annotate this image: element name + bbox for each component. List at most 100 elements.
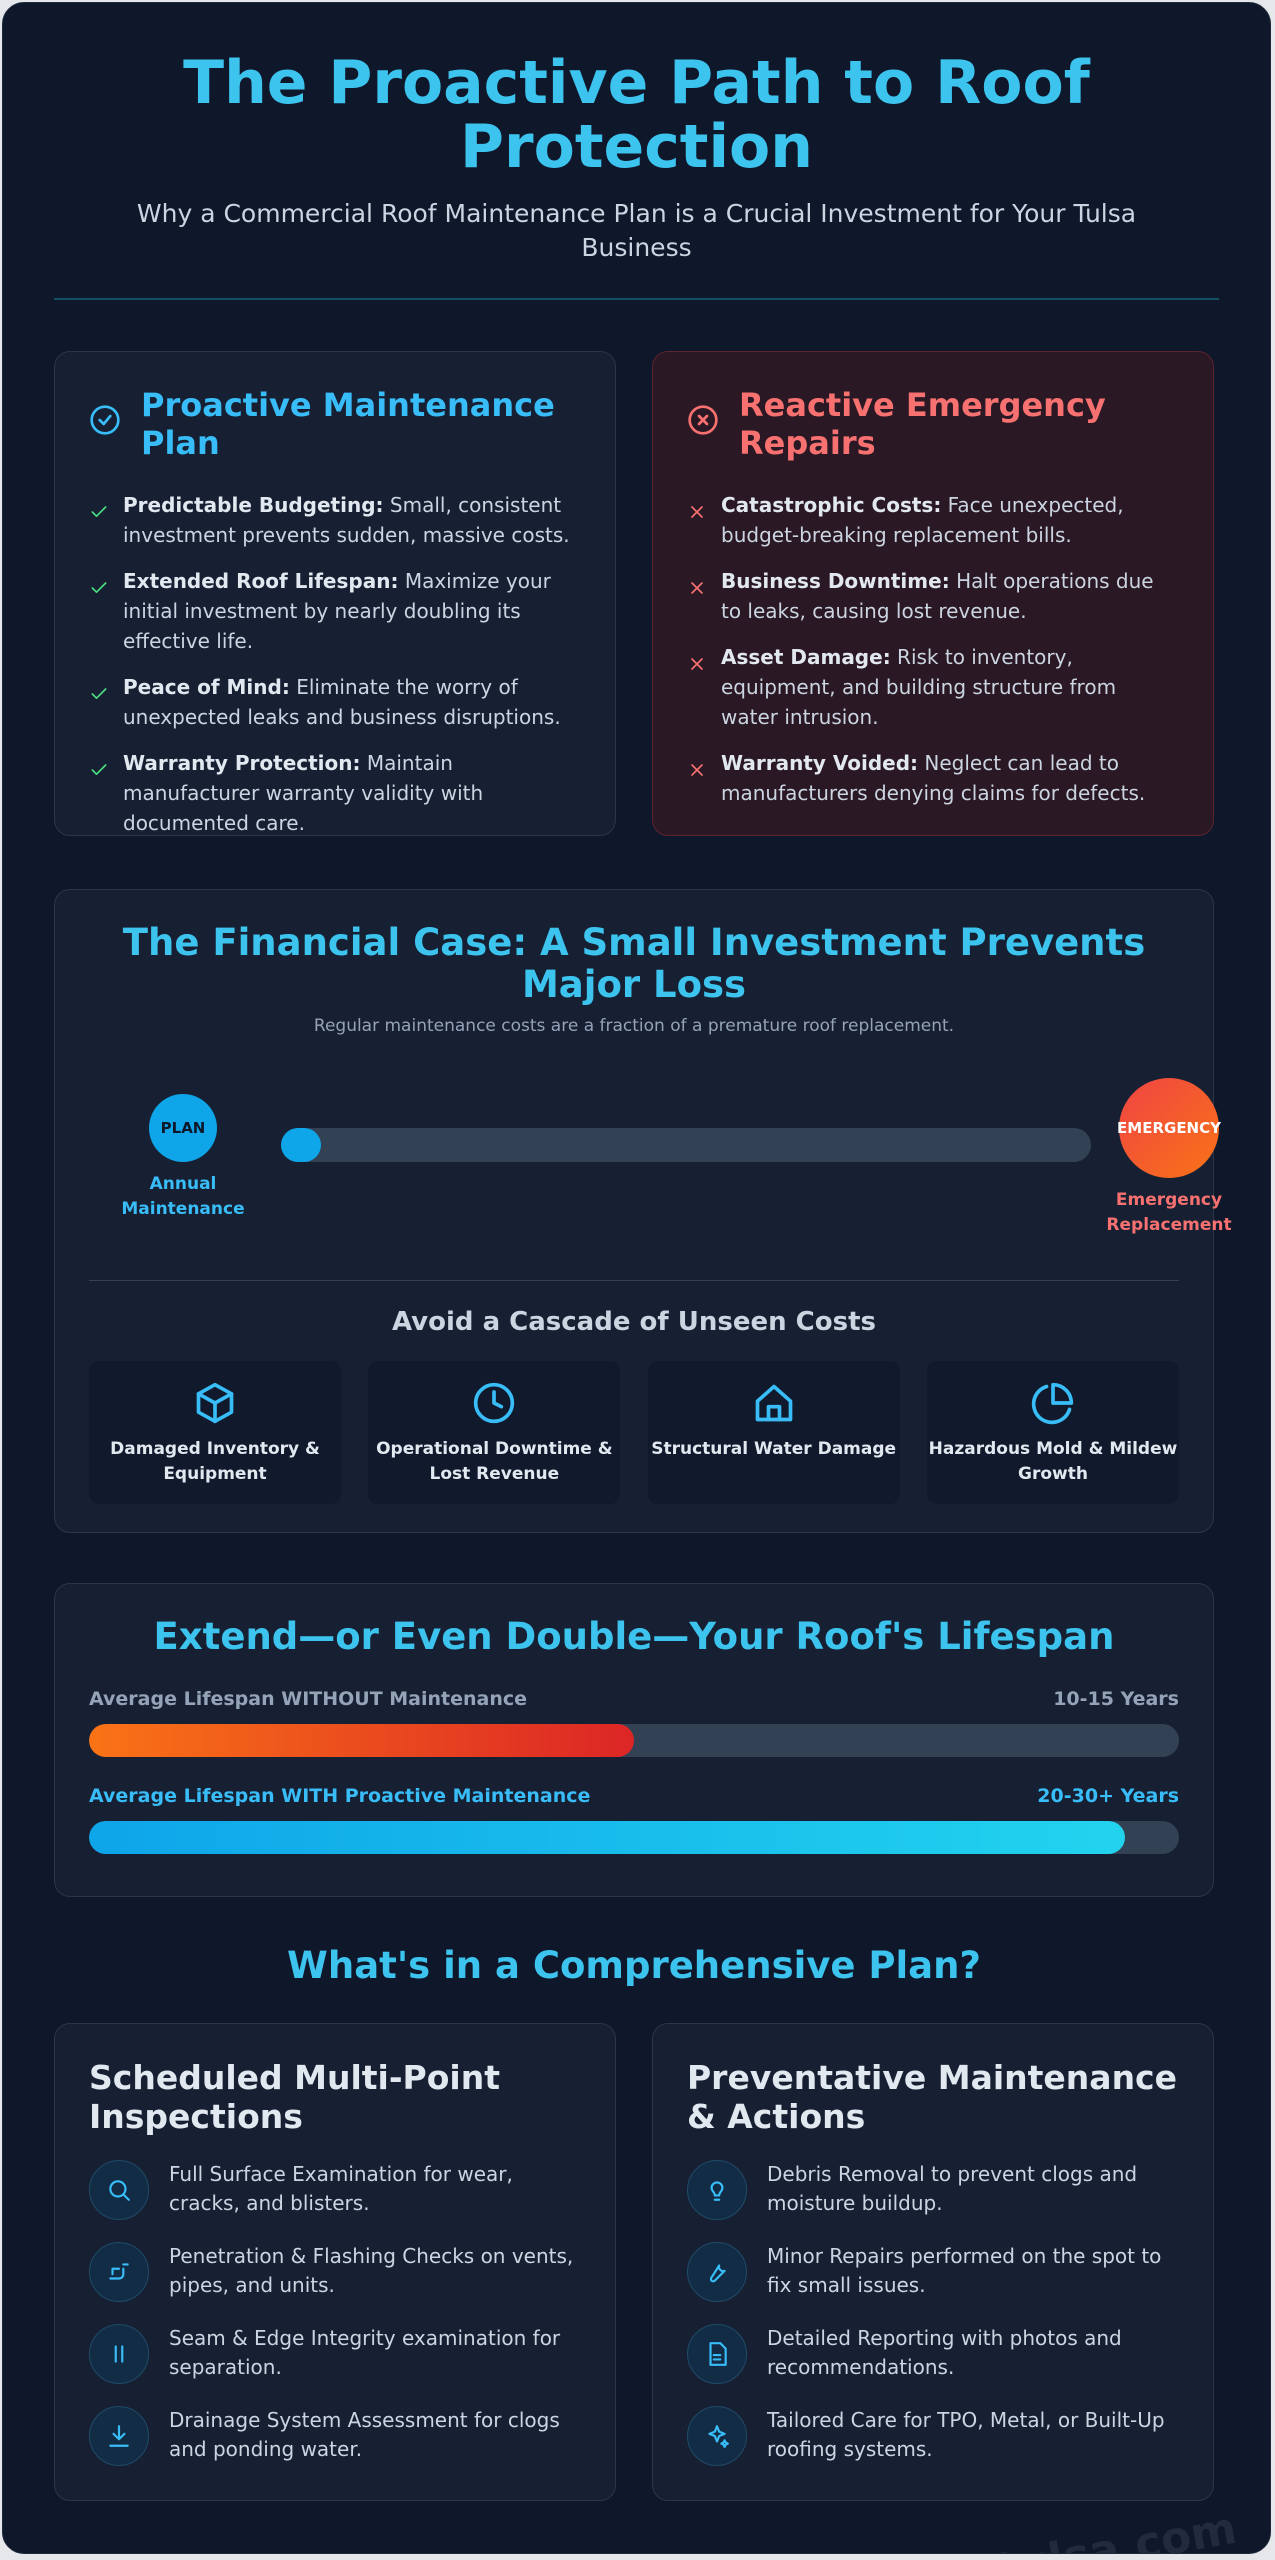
icon-circle xyxy=(687,2160,747,2220)
icon xyxy=(90,405,120,435)
icon-circle xyxy=(687,2324,747,2384)
lifespan-card: Extend—or Even Double—Your Roof's Lifesp… xyxy=(54,1583,1214,1897)
icon xyxy=(474,1382,515,1424)
watermark: roofintulsa.com xyxy=(849,2503,1240,2553)
item-desc: Halt operations due to leaks, causing lo… xyxy=(721,569,1154,623)
cascade-tile: Hazardous Mold & Mildew Growth xyxy=(926,1361,1179,1504)
bar-fill xyxy=(89,1724,634,1757)
icon xyxy=(91,688,107,699)
plan-badge: PLAN xyxy=(149,1094,217,1162)
cascade-tile: Structural Water Damage xyxy=(647,1361,900,1504)
item-label: Catastrophic Costs: xyxy=(721,493,942,517)
item-text: Asset Damage: Risk to inventory, equipme… xyxy=(721,642,1179,732)
icon xyxy=(691,658,703,670)
plan-item: Debris Removal to prevent clogs and mois… xyxy=(687,2160,1179,2220)
plan-item: Seam & Edge Integrity examination for se… xyxy=(89,2324,581,2384)
subtitle: Why a Commercial Roof Maintenance Plan i… xyxy=(136,199,1137,262)
item-text: Seam & Edge Integrity examination for se… xyxy=(169,2326,561,2379)
tile-label: Structural Water Damage xyxy=(651,1439,897,1459)
icon-circle xyxy=(89,2160,149,2220)
item-text: Extended Roof Lifespan: Maximize your in… xyxy=(123,566,581,656)
item-text: Minor Repairs performed on the spot to f… xyxy=(767,2244,1162,2297)
list-item: Catastrophic Costs: Face unexpected, bud… xyxy=(687,490,1179,550)
icon xyxy=(709,2342,727,2366)
icon-circle xyxy=(687,2406,747,2466)
list-item: Peace of Mind: Eliminate the worry of un… xyxy=(89,672,581,732)
list-item: Business Downtime: Halt operations due t… xyxy=(687,566,1179,626)
cascade-title: Avoid a Cascade of Unseen Costs xyxy=(391,1307,876,1337)
icon xyxy=(109,2180,130,2201)
financial-card: The Financial Case: A Small Investment P… xyxy=(54,889,1232,1533)
item-desc: Eliminate the worry of unexpected leaks … xyxy=(123,675,561,729)
card-list: Catastrophic Costs: Face unexpected, bud… xyxy=(687,490,1179,808)
bar-track xyxy=(89,1724,1179,1757)
cost-track xyxy=(281,1128,1091,1162)
item-desc: Small, consistent investment prevents su… xyxy=(123,493,570,547)
icon xyxy=(91,582,107,593)
plan-item: Penetration & Flashing Checks on vents, … xyxy=(89,2242,581,2302)
icon xyxy=(691,764,703,776)
list-item: Warranty Protection: Maintain manufactur… xyxy=(89,748,581,838)
item-desc: Face unexpected, budget-breaking replace… xyxy=(721,493,1124,547)
item-label: Warranty Voided: xyxy=(721,751,919,775)
item-label: Predictable Budgeting: xyxy=(123,493,384,517)
cascade-tiles: Damaged Inventory & Equipment Operational… xyxy=(89,1361,1179,1504)
title: The Proactive Path to Roof Protection xyxy=(183,48,1090,182)
section-subtitle: Regular maintenance costs are a fraction… xyxy=(313,1016,955,1036)
icon-circle xyxy=(89,2324,149,2384)
item-desc: Risk to inventory, equipment, and buildi… xyxy=(721,645,1117,729)
item-text: Debris Removal to prevent clogs and mois… xyxy=(767,2162,1138,2215)
card-title: Proactive Maintenance Plan xyxy=(141,386,555,462)
item-text: Predictable Budgeting: Small, consistent… xyxy=(123,490,581,550)
bar-label: Average Lifespan WITHOUT Maintenance xyxy=(89,1688,528,1710)
plan-item: Detailed Reporting with photos and recom… xyxy=(687,2324,1179,2384)
bar-value: 10-15 Years xyxy=(1053,1688,1179,1710)
list-item: Predictable Budgeting: Small, consistent… xyxy=(89,490,581,550)
emergency-badge: EMERGENCY xyxy=(1117,1078,1221,1178)
item-text: Warranty Protection: Maintain manufactur… xyxy=(123,748,581,838)
section-title: Extend—or Even Double—Your Roof's Lifesp… xyxy=(153,1615,1115,1658)
bar-track xyxy=(89,1821,1179,1854)
icon xyxy=(196,1382,234,1424)
item-label: Asset Damage: xyxy=(721,645,891,669)
icon xyxy=(691,506,703,518)
icon xyxy=(708,2425,729,2448)
tile-label: Damaged Inventory & Equipment xyxy=(110,1439,320,1484)
column-title: Preventative Maintenance & Actions xyxy=(687,2058,1178,2136)
item-text: Full Surface Examination for wear, crack… xyxy=(169,2162,513,2215)
tile-label: Hazardous Mold & Mildew Growth xyxy=(928,1439,1178,1484)
icon xyxy=(109,2263,129,2280)
column-title: Scheduled Multi-Point Inspections xyxy=(89,2058,500,2136)
bar-value: 20-30+ Years xyxy=(1037,1785,1179,1807)
card-list: Predictable Budgeting: Small, consistent… xyxy=(89,490,581,838)
plan-card: Scheduled Multi-Point Inspections Full Su… xyxy=(54,2023,616,2501)
item-desc: Neglect can lead to manufacturers denyin… xyxy=(721,751,1146,805)
list-item: Asset Damage: Risk to inventory, equipme… xyxy=(687,642,1179,732)
icon xyxy=(91,506,107,517)
icon-circle xyxy=(687,2242,747,2302)
emergency-label: Emergency Replacement xyxy=(1106,1190,1232,1235)
plan-item: Tailored Care for TPO, Metal, or Built-U… xyxy=(687,2406,1179,2466)
item-text: Catastrophic Costs: Face unexpected, bud… xyxy=(721,490,1179,550)
item-text: Tailored Care for TPO, Metal, or Built-U… xyxy=(767,2408,1165,2461)
item-text: Peace of Mind: Eliminate the worry of un… xyxy=(123,672,581,732)
icon xyxy=(710,2181,724,2201)
item-text: Warranty Voided: Neglect can lead to man… xyxy=(721,748,1179,808)
icon xyxy=(709,2264,726,2283)
plan-item: Drainage System Assessment for clogs and… xyxy=(89,2406,581,2466)
icon xyxy=(114,2345,124,2363)
plan-item: Minor Repairs performed on the spot to f… xyxy=(687,2242,1179,2302)
bar-label: Average Lifespan WITH Proactive Maintena… xyxy=(89,1785,591,1807)
bar-row: Average Lifespan WITH Proactive Maintena… xyxy=(89,1785,1179,1807)
comparison-card: Proactive Maintenance Plan Predictable Bu… xyxy=(54,351,616,836)
icon xyxy=(755,1384,792,1422)
item-label: Extended Roof Lifespan: xyxy=(123,569,399,593)
item-text: Business Downtime: Halt operations due t… xyxy=(721,566,1179,626)
list-item: Warranty Voided: Neglect can lead to man… xyxy=(687,748,1179,808)
icon xyxy=(688,405,718,435)
divider xyxy=(54,298,1219,300)
cost-fill xyxy=(281,1128,321,1162)
item-text: Penetration & Flashing Checks on vents, … xyxy=(169,2244,574,2297)
icon xyxy=(691,582,703,594)
